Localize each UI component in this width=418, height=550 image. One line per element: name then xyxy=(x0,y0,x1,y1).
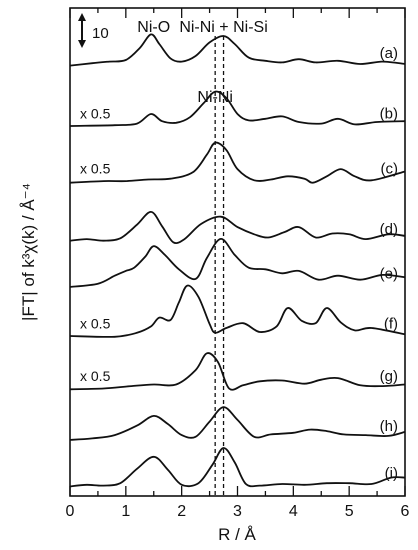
scale-note: x 0.5 xyxy=(80,105,111,121)
scale-bar-label: 10 xyxy=(92,25,109,42)
peak-annotation: Ni-Ni xyxy=(197,89,233,106)
scale-notes: x 0.5 x 0.5 x 0.5 x 0.5 xyxy=(80,105,111,384)
spectrum-line xyxy=(69,447,406,488)
y-axis-label: |FT| of k³χ(k) / Å⁻⁴ xyxy=(19,183,38,321)
spectra-traces xyxy=(69,33,406,488)
x-tick-label: 2 xyxy=(177,503,186,520)
series-label: (d) xyxy=(380,221,398,238)
x-axis-ticks xyxy=(69,8,406,496)
plot-frame xyxy=(69,7,406,497)
peak-annotation: Ni-O xyxy=(137,19,170,36)
x-tick-labels: 0 1 2 3 4 5 6 xyxy=(66,503,410,520)
series-label: (e) xyxy=(380,266,398,283)
spectrum-line xyxy=(69,90,406,127)
peak-annotation: Ni-Ni + Ni-Si xyxy=(179,19,267,36)
scale-bar: 10 xyxy=(78,13,109,48)
spectrum-line xyxy=(69,141,406,184)
series-label: (b) xyxy=(380,105,398,122)
series-label: (c) xyxy=(381,161,399,178)
spectrum-line xyxy=(69,284,406,338)
x-tick-label: 1 xyxy=(121,503,130,520)
spectrum-line xyxy=(69,238,406,288)
series-label: (h) xyxy=(380,418,398,435)
scale-note: x 0.5 xyxy=(80,161,111,177)
spectrum-line xyxy=(69,211,406,245)
spectrum-line xyxy=(69,33,406,67)
series-labels: (a) (b) (c) (d) (e) (f) (g) (h) (i) xyxy=(380,45,398,482)
x-tick-label: 3 xyxy=(233,503,242,520)
scale-bar-arrow-down xyxy=(78,40,86,48)
x-tick-label: 4 xyxy=(289,503,298,520)
scale-bar-arrow-up xyxy=(78,13,86,21)
x-tick-label: 5 xyxy=(345,503,354,520)
spectrum-line xyxy=(69,406,406,441)
x-tick-label: 0 xyxy=(66,503,75,520)
x-axis-label: R / Å xyxy=(218,525,256,544)
x-tick-label: 6 xyxy=(401,503,410,520)
series-label: (a) xyxy=(380,45,398,62)
spectrum-line xyxy=(69,352,406,391)
series-label: (g) xyxy=(380,368,398,385)
peak-annotations: Ni-O Ni-Ni + Ni-Si Ni-Ni xyxy=(137,19,267,106)
series-label: (i) xyxy=(385,465,398,482)
series-label: (f) xyxy=(384,315,398,332)
scale-note: x 0.5 xyxy=(80,315,111,331)
scale-note: x 0.5 xyxy=(80,368,111,384)
